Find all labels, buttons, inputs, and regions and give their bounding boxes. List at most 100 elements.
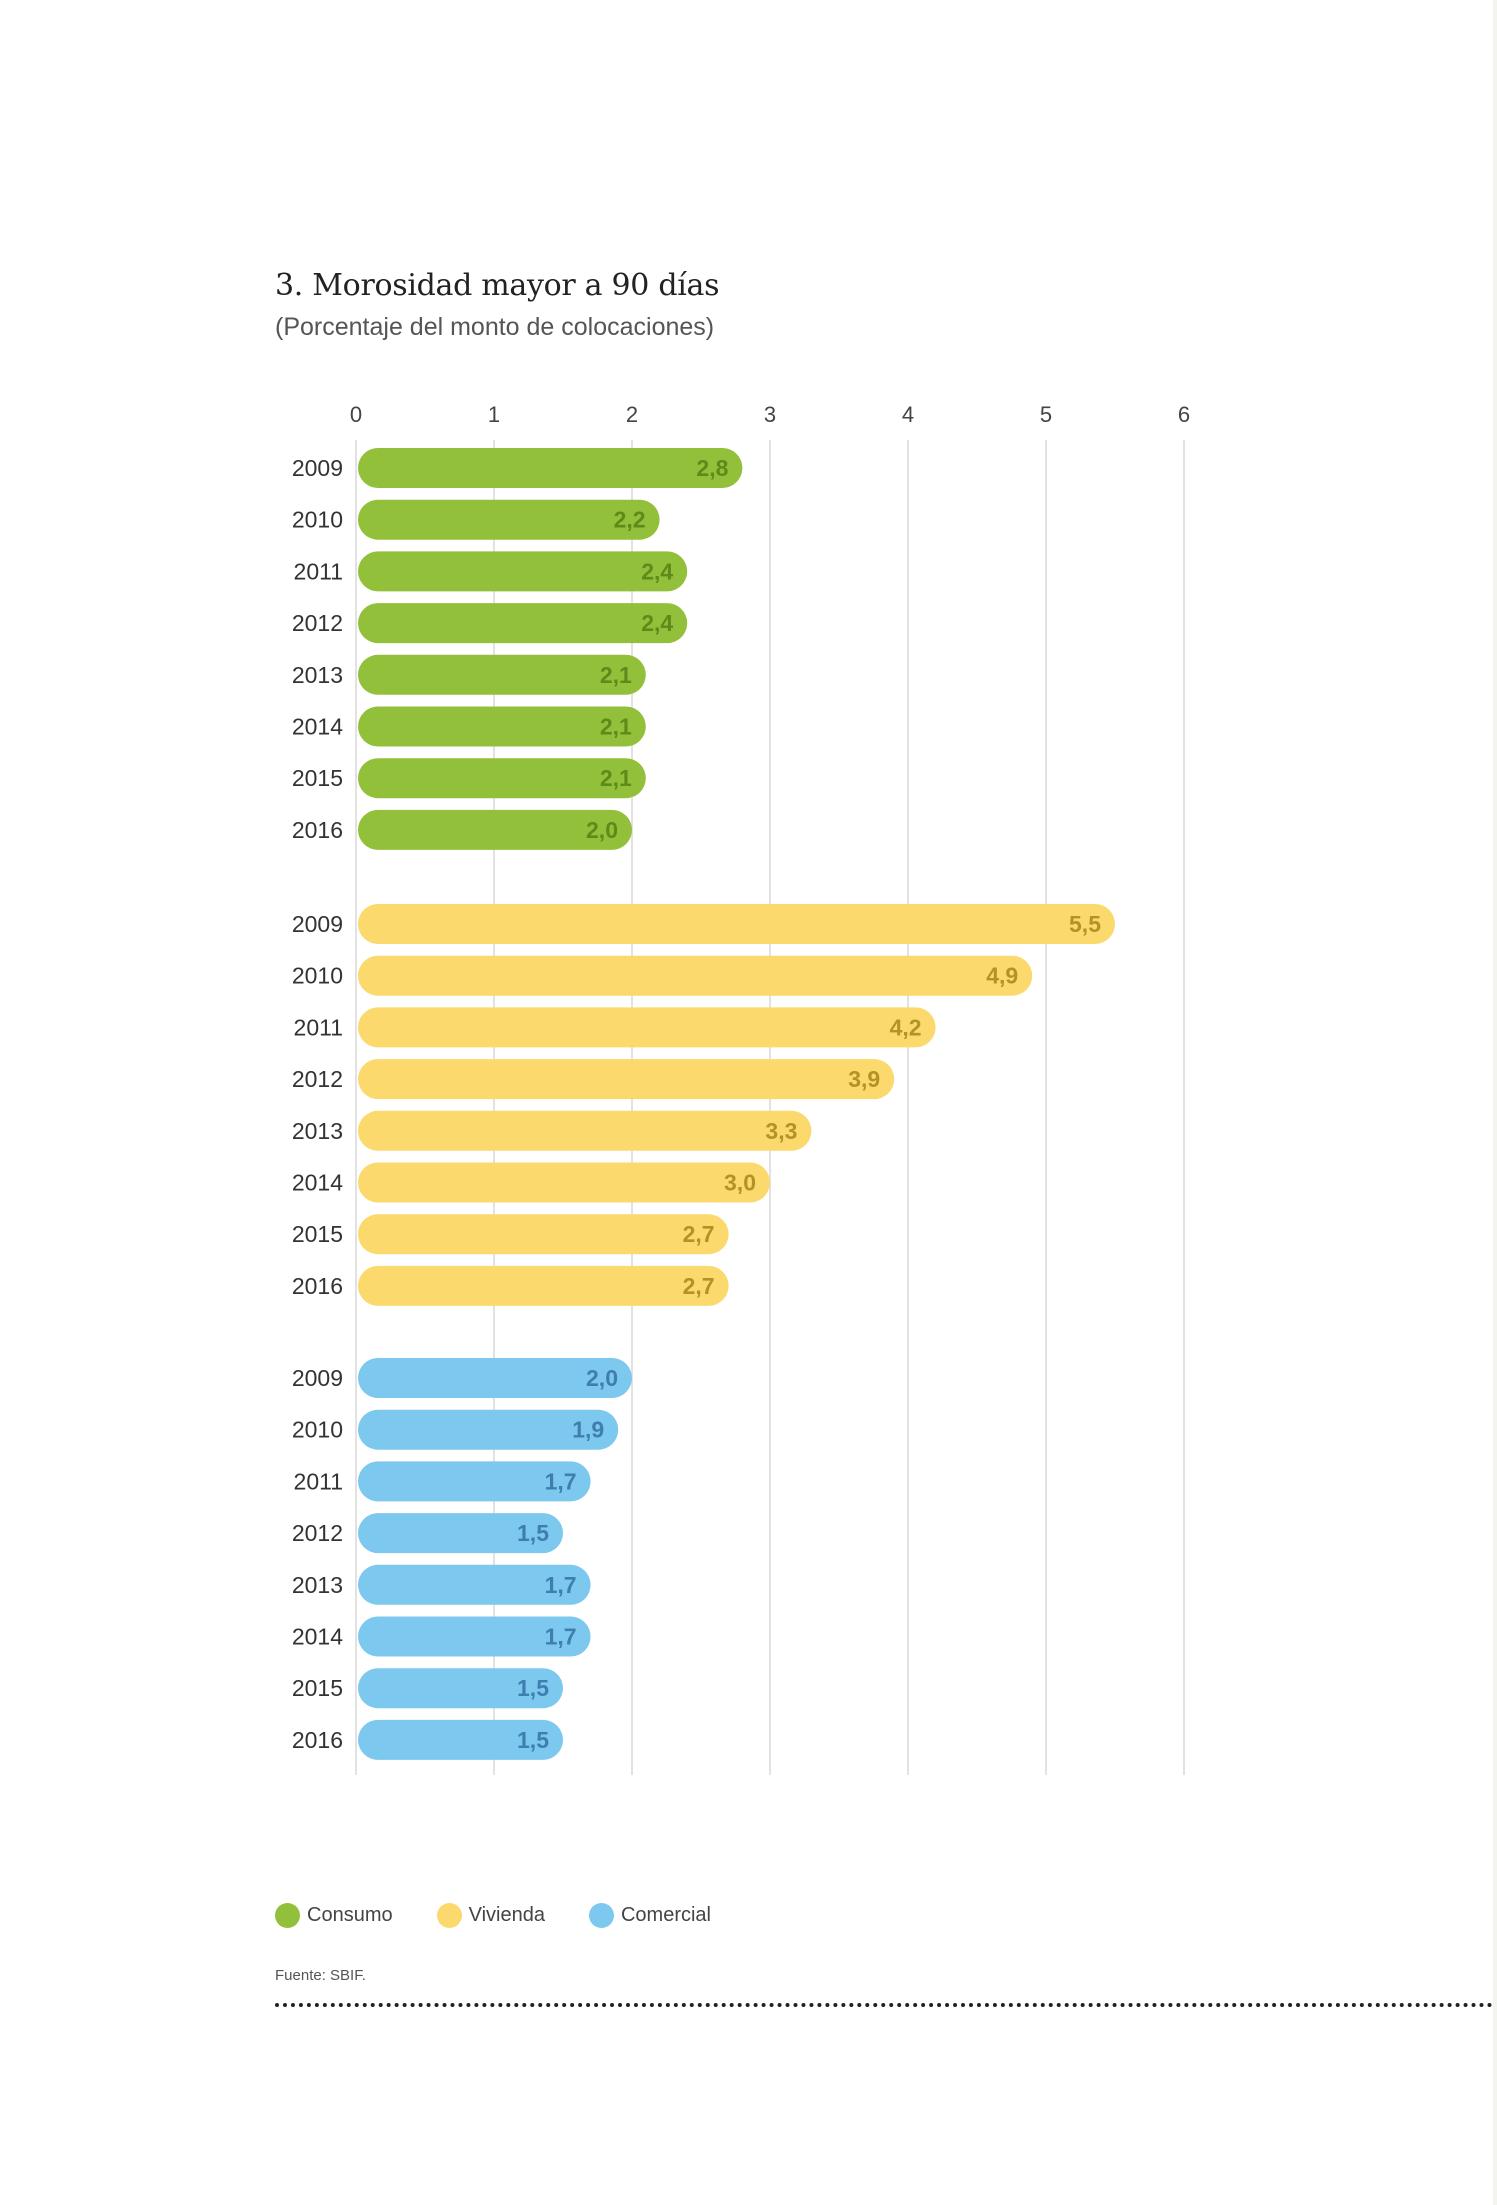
legend-swatch-comercial — [588, 1903, 614, 1928]
year-label: 2011 — [294, 1468, 343, 1494]
bar — [358, 1265, 729, 1306]
x-tick-label: 0 — [350, 402, 362, 427]
bar-value-label: 2,4 — [641, 610, 673, 636]
bar-value-label: 2,8 — [696, 455, 728, 481]
bar — [358, 1461, 591, 1502]
year-label: 2016 — [292, 1273, 343, 1299]
page-edge — [1493, 0, 1497, 2205]
year-label: 2012 — [292, 1066, 343, 1092]
bar — [358, 1668, 563, 1709]
year-label: 2009 — [292, 1365, 343, 1391]
year-label: 2010 — [292, 963, 343, 989]
year-label: 2015 — [292, 1675, 343, 1701]
bar-chart: 0 1 2 3 4 5 6 2009 2,8 2010 2,2 2011 2,4 2012 2,4 2013… — [292, 402, 1190, 1775]
bar-value-label: 2,2 — [614, 507, 646, 533]
legend-item-vivienda: Vivienda — [436, 1903, 545, 1928]
bar-value-label: 2,1 — [600, 714, 632, 740]
legend-swatch-consumo — [275, 1903, 300, 1928]
year-label: 2010 — [292, 507, 343, 533]
year-label: 2015 — [292, 1221, 343, 1247]
year-label: 2009 — [292, 911, 343, 937]
chart-subtitle: (Porcentaje del monto de colocaciones) — [275, 313, 715, 341]
year-label: 2013 — [292, 1572, 343, 1598]
legend-label-comercial: Comercial — [620, 1904, 711, 1926]
dotted-divider — [275, 2003, 1493, 2007]
bar — [358, 1214, 729, 1255]
year-label: 2016 — [292, 1727, 343, 1753]
chart-title: 3. Morosidad mayor a 90 días — [275, 268, 720, 303]
bar-value-label: 2,7 — [683, 1221, 715, 1247]
bar-group-vivienda: 2009 5,5 2010 4,9 2011 4,2 2012 3,9 2013 3,3 2014 3… — [292, 904, 1115, 1306]
bar — [358, 955, 1033, 996]
bar-value-label: 1,5 — [517, 1727, 549, 1753]
bar — [358, 809, 632, 850]
legend-label-consumo: Consumo — [307, 1904, 393, 1926]
legend: Consumo Vivienda Comercial — [275, 1903, 755, 1928]
bar-value-label: 4,2 — [890, 1014, 922, 1040]
bar — [358, 448, 743, 488]
year-label: 2016 — [292, 817, 343, 843]
bar — [358, 1564, 591, 1605]
x-axis-ticks: 0 1 2 3 4 5 6 — [350, 402, 1190, 427]
source-note: Fuente: SBIF. — [275, 1967, 366, 1984]
x-tick-label: 6 — [1178, 402, 1190, 427]
bar — [358, 1110, 812, 1151]
bar — [358, 654, 646, 695]
bar — [358, 1162, 770, 1203]
year-label: 2015 — [292, 765, 343, 791]
legend-swatch-vivienda — [436, 1903, 462, 1928]
bar-group-consumo: 2009 2,8 2010 2,2 2011 2,4 2012 2,4 2013 2,1 2014 2… — [292, 448, 743, 850]
x-tick-label: 5 — [1040, 402, 1052, 427]
bar-value-label: 2,0 — [586, 817, 618, 843]
bar-group-comercial: 2009 2,0 2010 1,9 2011 1,7 2012 1,5 2013 1,7 2014 1… — [292, 1358, 632, 1760]
bar-value-label: 3,9 — [848, 1066, 880, 1092]
year-label: 2011 — [294, 558, 343, 584]
legend-label-vivienda: Vivienda — [468, 1904, 545, 1926]
bar-value-label: 1,5 — [517, 1675, 549, 1701]
bar-value-label: 1,5 — [517, 1520, 549, 1546]
x-tick-label: 4 — [902, 402, 914, 427]
bar-value-label: 2,1 — [600, 765, 632, 791]
bar-value-label: 2,4 — [641, 558, 673, 584]
year-label: 2014 — [292, 1624, 343, 1650]
bar — [358, 499, 660, 540]
bar — [358, 1513, 563, 1554]
bar-value-label: 5,5 — [1069, 911, 1101, 937]
bar-value-label: 3,3 — [765, 1118, 797, 1144]
bar — [358, 758, 646, 799]
x-tick-label: 3 — [764, 402, 776, 427]
bar — [358, 706, 646, 747]
year-label: 2014 — [292, 714, 343, 740]
x-tick-label: 1 — [488, 402, 500, 427]
bar-value-label: 1,9 — [572, 1417, 604, 1443]
bar — [358, 1358, 632, 1398]
bar — [358, 1719, 563, 1760]
bar-value-label: 2,1 — [600, 662, 632, 688]
bar — [358, 1007, 936, 1048]
bar-value-label: 1,7 — [545, 1468, 577, 1494]
legend-item-consumo: Consumo — [275, 1903, 393, 1928]
x-tick-label: 2 — [626, 402, 638, 427]
bar — [358, 1059, 895, 1100]
year-label: 2010 — [292, 1417, 343, 1443]
year-label: 2011 — [294, 1014, 343, 1040]
legend-item-comercial: Comercial — [588, 1903, 711, 1928]
bar — [358, 1616, 591, 1657]
bar-value-label: 1,7 — [545, 1624, 577, 1650]
bar-value-label: 3,0 — [724, 1170, 756, 1196]
year-label: 2014 — [292, 1170, 343, 1196]
year-label: 2009 — [292, 455, 343, 481]
year-label: 2013 — [292, 662, 343, 688]
bar-value-label: 2,0 — [586, 1365, 618, 1391]
year-label: 2013 — [292, 1118, 343, 1144]
bar — [358, 551, 688, 592]
bar-value-label: 2,7 — [683, 1273, 715, 1299]
bar — [358, 603, 688, 644]
year-label: 2012 — [292, 610, 343, 636]
bar-value-label: 4,9 — [986, 963, 1018, 989]
year-label: 2012 — [292, 1520, 343, 1546]
bar — [358, 904, 1115, 944]
bar-value-label: 1,7 — [545, 1572, 577, 1598]
bar — [358, 1409, 619, 1450]
